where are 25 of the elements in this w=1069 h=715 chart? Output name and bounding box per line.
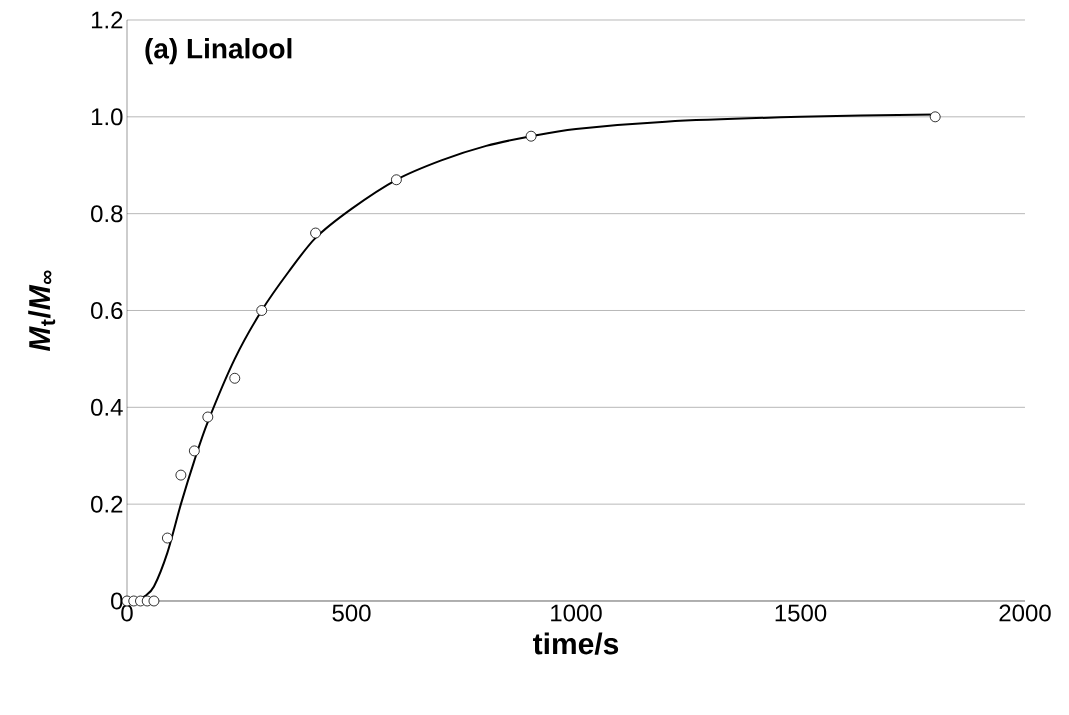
point <box>175 469 187 481</box>
point <box>229 372 241 384</box>
y-tick-label: 1.0 <box>91 108 123 126</box>
point <box>256 305 268 316</box>
annotation: (a) Linalool <box>145 38 292 65</box>
x-tick-label: 1500 <box>775 604 827 622</box>
point <box>202 411 214 423</box>
y-tick-label: 0.8 <box>91 205 123 223</box>
y-tick-label: 1.2 <box>91 11 123 29</box>
x-tick-label: 1000 <box>551 604 602 622</box>
x-axis-title: time/s <box>533 632 619 655</box>
x-tick-label: 2000 <box>999 604 1051 622</box>
point <box>929 111 941 123</box>
point <box>148 595 160 607</box>
point <box>310 227 321 239</box>
point <box>188 445 200 457</box>
point <box>391 174 402 186</box>
point <box>525 130 537 142</box>
y-tick-label: 0.2 <box>91 495 123 513</box>
x-tick-label: 500 <box>332 604 371 622</box>
y-tick-label: 0.4 <box>91 398 123 416</box>
point <box>162 532 173 544</box>
y-axis-title: M$_{t}$/M$_{∞}$ <box>28 270 56 352</box>
y-tick-label: 0 <box>111 592 123 610</box>
y-tick-label: 0.6 <box>91 302 123 319</box>
